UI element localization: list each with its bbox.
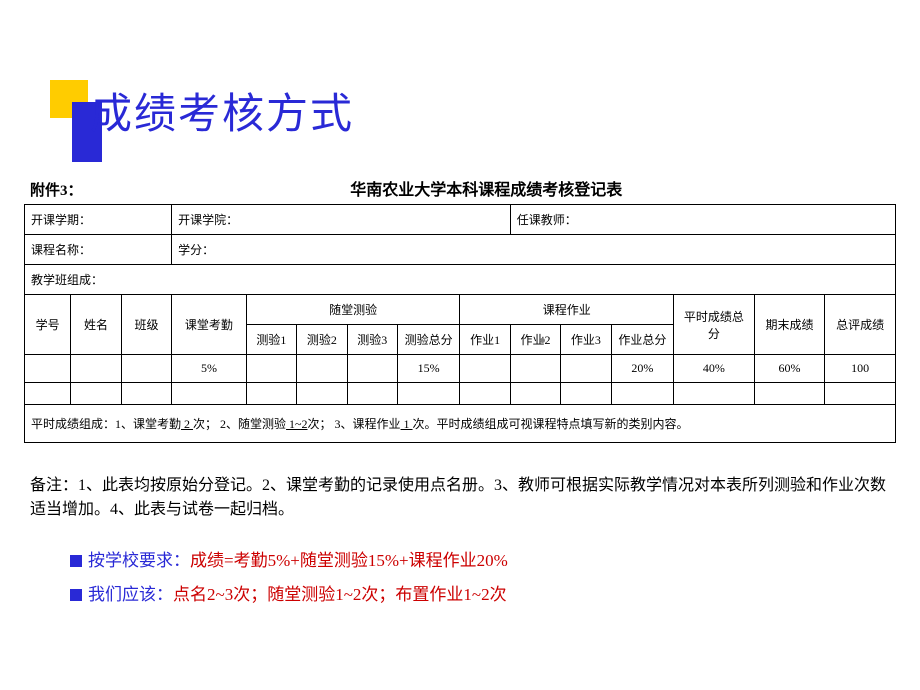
header-row-1: 学号 姓名 班级 课堂考勤 随堂测验 课程作业 平时成绩总分 期末成绩 总评成绩 <box>25 295 896 325</box>
cell-empty <box>71 355 121 383</box>
col-q2: 测验2 <box>297 325 347 355</box>
cell-empty <box>25 355 71 383</box>
bullet-2-label: 我们应该： <box>88 578 173 612</box>
cell-empty <box>297 383 347 405</box>
col-h3: 作业3 <box>561 325 611 355</box>
cell-empty <box>611 383 674 405</box>
pct-attend: 5% <box>172 355 247 383</box>
remark-text: 备注：1、此表均按原始分登记。2、课堂考勤的记录使用点名册。3、教师可根据实际教… <box>30 474 890 522</box>
cell-empty <box>121 355 171 383</box>
cell-empty <box>397 383 460 405</box>
cell-empty <box>754 383 825 405</box>
info-row-1: 开课学期： 开课学院： 任课教师： <box>25 205 896 235</box>
cell-empty <box>510 355 560 383</box>
cell-empty <box>297 355 347 383</box>
col-h2: 作业2 <box>510 325 560 355</box>
col-qsum: 测验总分 <box>397 325 460 355</box>
footnote-prefix: 平时成绩组成：1、课堂考勤 <box>31 417 181 431</box>
cell-empty <box>561 355 611 383</box>
col-quiz-group: 随堂测验 <box>246 295 460 325</box>
col-q3: 测验3 <box>347 325 397 355</box>
cell-empty <box>825 383 896 405</box>
label-college: 开课学院： <box>172 205 511 235</box>
cell-empty <box>172 383 247 405</box>
grade-form-table: 开课学期： 开课学院： 任课教师： 课程名称： 学分： 教学班组成： 学号 姓名… <box>24 204 896 443</box>
cell-empty <box>347 355 397 383</box>
footnote-cell: 平时成绩组成：1、课堂考勤 2 次； 2、随堂测验 1~2次； 3、课程作业 1… <box>25 405 896 443</box>
col-total: 总评成绩 <box>825 295 896 355</box>
info-row-3: 教学班组成： <box>25 265 896 295</box>
cell-empty <box>561 383 611 405</box>
col-class: 班级 <box>121 295 171 355</box>
col-hw-group: 课程作业 <box>460 295 674 325</box>
bullet-list: 按学校要求： 成绩=考勤5%+随堂测验15%+课程作业20% 我们应该： 点名2… <box>70 544 880 612</box>
footnote-v1: 2 <box>181 417 193 431</box>
col-final: 期末成绩 <box>754 295 825 355</box>
cell-empty <box>71 383 121 405</box>
pct-final: 60% <box>754 355 825 383</box>
cell-empty <box>25 383 71 405</box>
footnote-row: 平时成绩组成：1、课堂考勤 2 次； 2、随堂测验 1~2次； 3、课程作业 1… <box>25 405 896 443</box>
slide-title: 成绩考核方式 <box>90 80 354 141</box>
bullet-1-label: 按学校要求： <box>88 544 190 578</box>
col-name: 姓名 <box>71 295 121 355</box>
cell-empty <box>246 383 296 405</box>
cell-empty <box>674 383 755 405</box>
footnote-v3: 1 <box>401 417 413 431</box>
label-credit: 学分： <box>172 235 896 265</box>
pct-hsum: 20% <box>611 355 674 383</box>
pct-qsum: 15% <box>397 355 460 383</box>
data-row-empty <box>25 383 896 405</box>
form-title: 华南农业大学本科课程成绩考核登记表 <box>83 176 890 200</box>
footnote-mid2: 次； 3、课程作业 <box>308 417 401 431</box>
cell-empty <box>347 383 397 405</box>
cell-empty <box>460 355 510 383</box>
pct-total: 100 <box>825 355 896 383</box>
bullet-square-icon <box>70 555 82 567</box>
percent-row: 5% 15% 20% 40% 60% 100 <box>25 355 896 383</box>
footnote-mid1: 次； 2、随堂测验 <box>193 417 286 431</box>
col-q1: 测验1 <box>246 325 296 355</box>
bullet-1: 按学校要求： 成绩=考勤5%+随堂测验15%+课程作业20% <box>70 544 880 578</box>
footnote-suffix: 次。平时成绩组成可视课程特点填写新的类别内容。 <box>413 417 689 431</box>
info-row-2: 课程名称： 学分： <box>25 235 896 265</box>
col-h1: 作业1 <box>460 325 510 355</box>
cell-empty <box>510 383 560 405</box>
attachment-header: 附件3： 华南农业大学本科课程成绩考核登记表 <box>30 176 890 200</box>
label-teacher: 任课教师： <box>510 205 895 235</box>
label-class-comp: 教学班组成： <box>25 265 896 295</box>
pct-usual: 40% <box>674 355 755 383</box>
col-attend: 课堂考勤 <box>172 295 247 355</box>
label-course: 课程名称： <box>25 235 172 265</box>
bullet-square-icon <box>70 589 82 601</box>
bullet-2: 我们应该： 点名2~3次；随堂测验1~2次；布置作业1~2次 <box>70 578 880 612</box>
footnote-v2: 1~2 <box>286 417 308 431</box>
bullet-1-value: 成绩=考勤5%+随堂测验15%+课程作业20% <box>190 544 508 578</box>
attachment-label: 附件3： <box>30 179 83 200</box>
col-sid: 学号 <box>25 295 71 355</box>
label-semester: 开课学期： <box>25 205 172 235</box>
cell-empty <box>246 355 296 383</box>
cell-empty <box>121 383 171 405</box>
bullet-2-value: 点名2~3次；随堂测验1~2次；布置作业1~2次 <box>173 578 507 612</box>
col-usual: 平时成绩总分 <box>674 295 755 355</box>
cell-empty <box>460 383 510 405</box>
decor-dot <box>540 338 545 343</box>
col-hsum: 作业总分 <box>611 325 674 355</box>
